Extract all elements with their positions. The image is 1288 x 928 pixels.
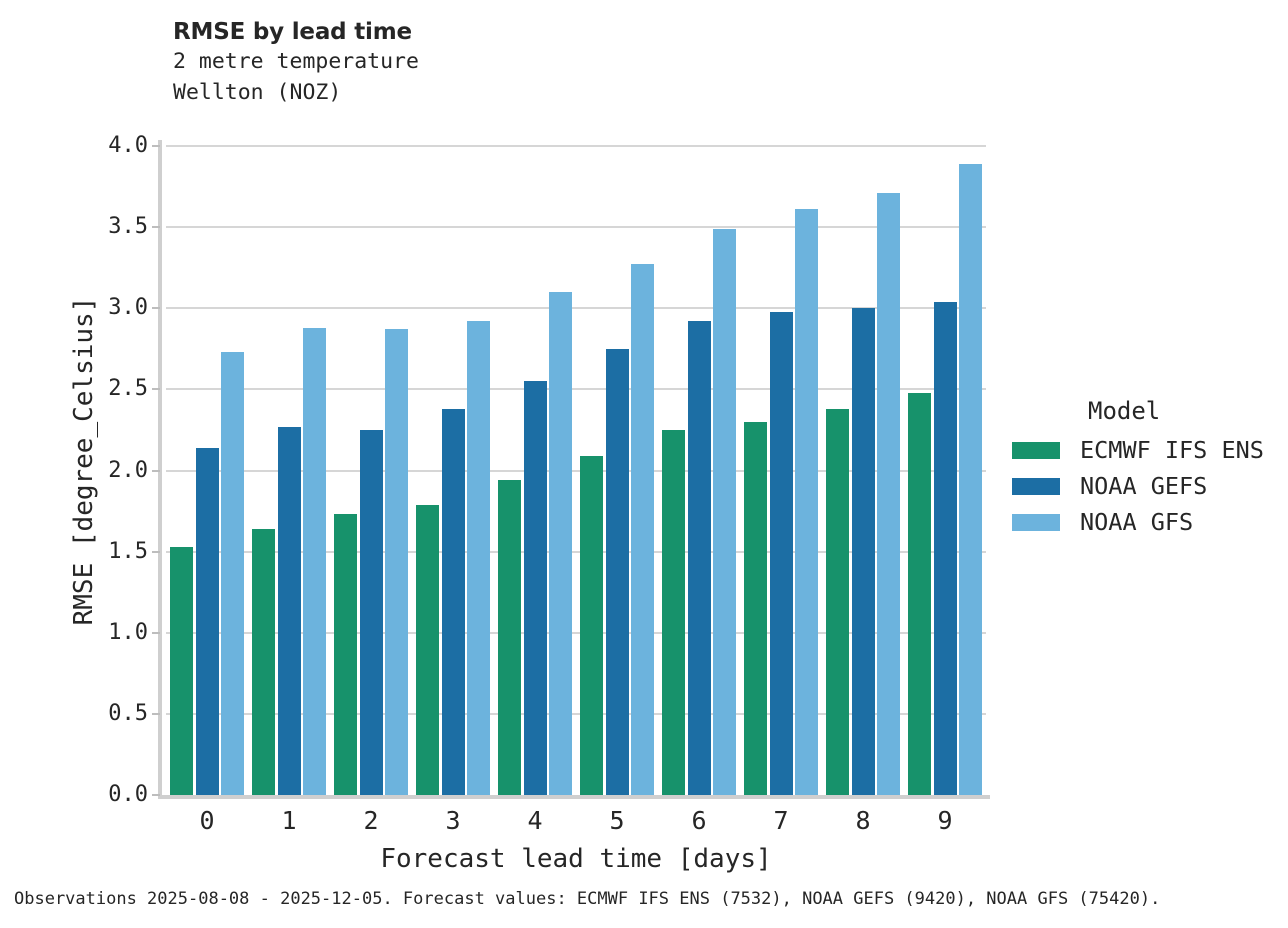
bar [170,546,194,795]
x-tick-label: 8 [855,806,871,835]
y-axis-tick-labels: 0.0 0.5 1.0 1.5 2.0 2.5 3.0 3.5 4.0 [0,135,148,806]
bar [794,209,818,795]
y-tick-label: 1.5 [108,538,148,564]
bar [933,301,957,795]
y-tick-mark [152,794,160,796]
bar [908,392,932,795]
x-tick-label: 3 [445,806,461,835]
x-tick-label: 0 [199,806,215,835]
y-tick-mark [152,631,160,634]
y-tick-mark [152,712,160,715]
legend-title: Model [1088,397,1161,425]
x-tick-label: 6 [691,806,707,835]
y-axis-spine [158,140,162,797]
bar [580,455,604,795]
chart-plot-area [152,140,990,799]
gridline [166,550,986,553]
x-tick-label: 5 [609,806,625,835]
bar [416,504,440,795]
y-tick-mark [152,226,160,229]
bar [523,381,547,795]
x-tick-label: 7 [773,806,789,835]
bar [958,163,982,795]
chart-subtitle-location: Wellton (NOZ) [173,80,342,105]
legend-item-label: ECMWF IFS ENS [1080,436,1264,464]
legend-entries: ECMWF IFS ENS NOAA GEFS NOAA GFS [1012,432,1288,540]
legend-item-label: NOAA GEFS [1080,472,1208,500]
legend-swatch-icon [1012,441,1060,459]
x-tick-label: 4 [527,806,543,835]
bar [826,408,850,795]
bar [277,426,301,795]
x-axis-spine [158,795,990,799]
bars-layer [166,146,986,795]
legend: Model ECMWF IFS ENS NOAA GEFS NOAA GFS [1012,396,1288,540]
y-tick-mark [152,469,160,472]
y-tick-label: 1.0 [108,619,148,645]
x-axis-title: Forecast lead time [days] [380,844,772,874]
legend-item[interactable]: ECMWF IFS ENS [1012,432,1288,468]
bar [466,321,490,795]
gridline [166,631,986,634]
bar [548,292,572,795]
y-tick-label: 3.5 [108,214,148,240]
x-axis-tick-labels: 0 1 2 3 4 5 6 7 8 9 [166,806,986,840]
footer-note: Observations 2025-08-08 - 2025-12-05. Fo… [14,889,1161,909]
y-tick-label: 3.0 [108,295,148,321]
y-tick-mark [152,388,160,391]
legend-swatch-icon [1012,477,1060,495]
bar [687,321,711,795]
y-tick-mark [152,550,160,553]
bar [334,514,358,795]
bar [630,264,654,795]
bar [769,311,793,795]
legend-item[interactable]: NOAA GFS [1012,504,1288,540]
y-tick-label: 4.0 [108,133,148,158]
bar [498,480,522,795]
y-tick-mark [152,307,160,310]
bar [252,528,276,795]
bar [441,408,465,795]
bar [195,447,219,795]
bar [712,228,736,795]
bar [220,352,244,795]
title-block: RMSE by lead time 2 metre temperature We… [173,18,419,108]
legend-item[interactable]: NOAA GEFS [1012,468,1288,504]
y-tick-label: 2.0 [108,457,148,483]
gridline [166,469,986,472]
bar [876,193,900,795]
gridline [166,226,986,229]
page-title: RMSE by lead time [173,19,412,45]
legend-item-label: NOAA GFS [1080,508,1194,536]
x-tick-label: 2 [363,806,379,835]
bar [744,421,768,795]
gridline [166,307,986,310]
gridline [166,388,986,391]
legend-swatch-icon [1012,513,1060,531]
gridline [166,712,986,715]
y-tick-mark [152,145,160,147]
bar [662,429,686,795]
x-tick-label: 1 [281,806,297,835]
bar [302,327,326,795]
gridline [166,145,986,147]
chart-subtitle-variable: 2 metre temperature [173,49,419,74]
y-tick-label: 0.0 [108,782,148,807]
x-tick-label: 9 [937,806,953,835]
y-tick-label: 2.5 [108,376,148,402]
bar [851,308,875,795]
y-tick-label: 0.5 [108,700,148,726]
bar [605,348,629,795]
bar [384,329,408,795]
bar [359,429,383,795]
